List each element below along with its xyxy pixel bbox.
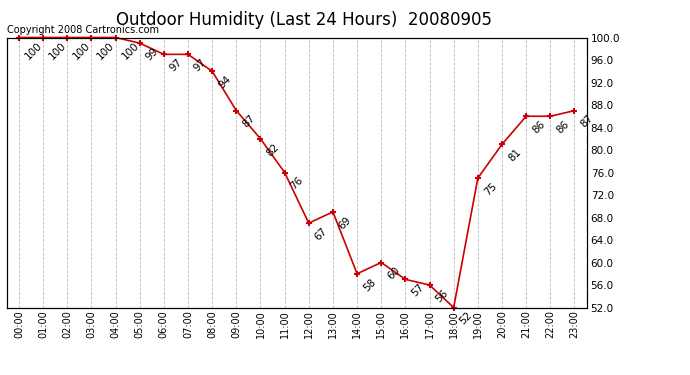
Text: 57: 57 bbox=[410, 282, 426, 298]
Text: 52: 52 bbox=[458, 310, 474, 327]
Text: 67: 67 bbox=[313, 226, 329, 242]
Text: 81: 81 bbox=[506, 147, 522, 164]
Text: 75: 75 bbox=[482, 181, 498, 197]
Text: 100: 100 bbox=[120, 40, 141, 61]
Text: 76: 76 bbox=[289, 175, 305, 192]
Text: 87: 87 bbox=[241, 113, 257, 130]
Text: 86: 86 bbox=[555, 119, 571, 135]
Text: 60: 60 bbox=[386, 265, 402, 282]
Text: 82: 82 bbox=[265, 141, 281, 158]
Text: Copyright 2008 Cartronics.com: Copyright 2008 Cartronics.com bbox=[7, 25, 159, 35]
Text: 100: 100 bbox=[23, 40, 44, 61]
Text: 56: 56 bbox=[434, 288, 450, 304]
Text: 100: 100 bbox=[96, 40, 117, 61]
Text: 97: 97 bbox=[193, 57, 208, 74]
Text: 86: 86 bbox=[531, 119, 546, 135]
Text: Outdoor Humidity (Last 24 Hours)  20080905: Outdoor Humidity (Last 24 Hours) 2008090… bbox=[116, 11, 491, 29]
Text: 100: 100 bbox=[72, 40, 92, 61]
Text: 100: 100 bbox=[48, 40, 68, 61]
Text: 69: 69 bbox=[337, 214, 353, 231]
Text: 99: 99 bbox=[144, 46, 160, 62]
Text: 87: 87 bbox=[579, 113, 595, 130]
Text: 58: 58 bbox=[362, 276, 377, 293]
Text: 97: 97 bbox=[168, 57, 184, 74]
Text: 94: 94 bbox=[217, 74, 233, 90]
